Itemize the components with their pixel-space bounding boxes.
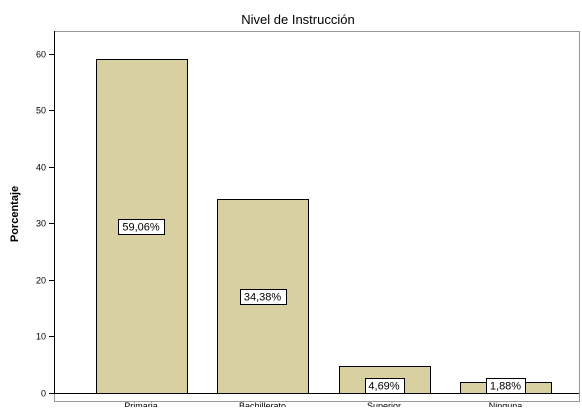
- y-tick-label: 60: [36, 50, 46, 60]
- y-tick-label: 0: [41, 389, 46, 399]
- y-tick-label: 20: [36, 276, 46, 286]
- y-axis: 0 10 20 30 40 50 60: [36, 31, 55, 399]
- x-tick-label: Bachillerato: [239, 401, 286, 407]
- data-label: 59,06%: [122, 222, 160, 234]
- data-label: 4,69%: [368, 381, 399, 393]
- y-axis-label: Porcentaje: [9, 186, 21, 242]
- data-label: 34,38%: [244, 292, 282, 304]
- y-tick-label: 10: [36, 332, 46, 342]
- y-tick-label: 50: [36, 106, 46, 116]
- x-axis: Primaria Bachillerato Superior Ninguna: [54, 394, 579, 408]
- chart-title: Nivel de Instrucción: [241, 12, 354, 27]
- y-tick-label: 30: [36, 219, 46, 229]
- x-tick-label: Superior: [367, 401, 401, 407]
- x-tick-label: Primaria: [124, 401, 158, 407]
- data-label: 1,88%: [490, 381, 521, 393]
- y-tick-label: 40: [36, 163, 46, 173]
- x-tick-label: Ninguna: [489, 401, 523, 407]
